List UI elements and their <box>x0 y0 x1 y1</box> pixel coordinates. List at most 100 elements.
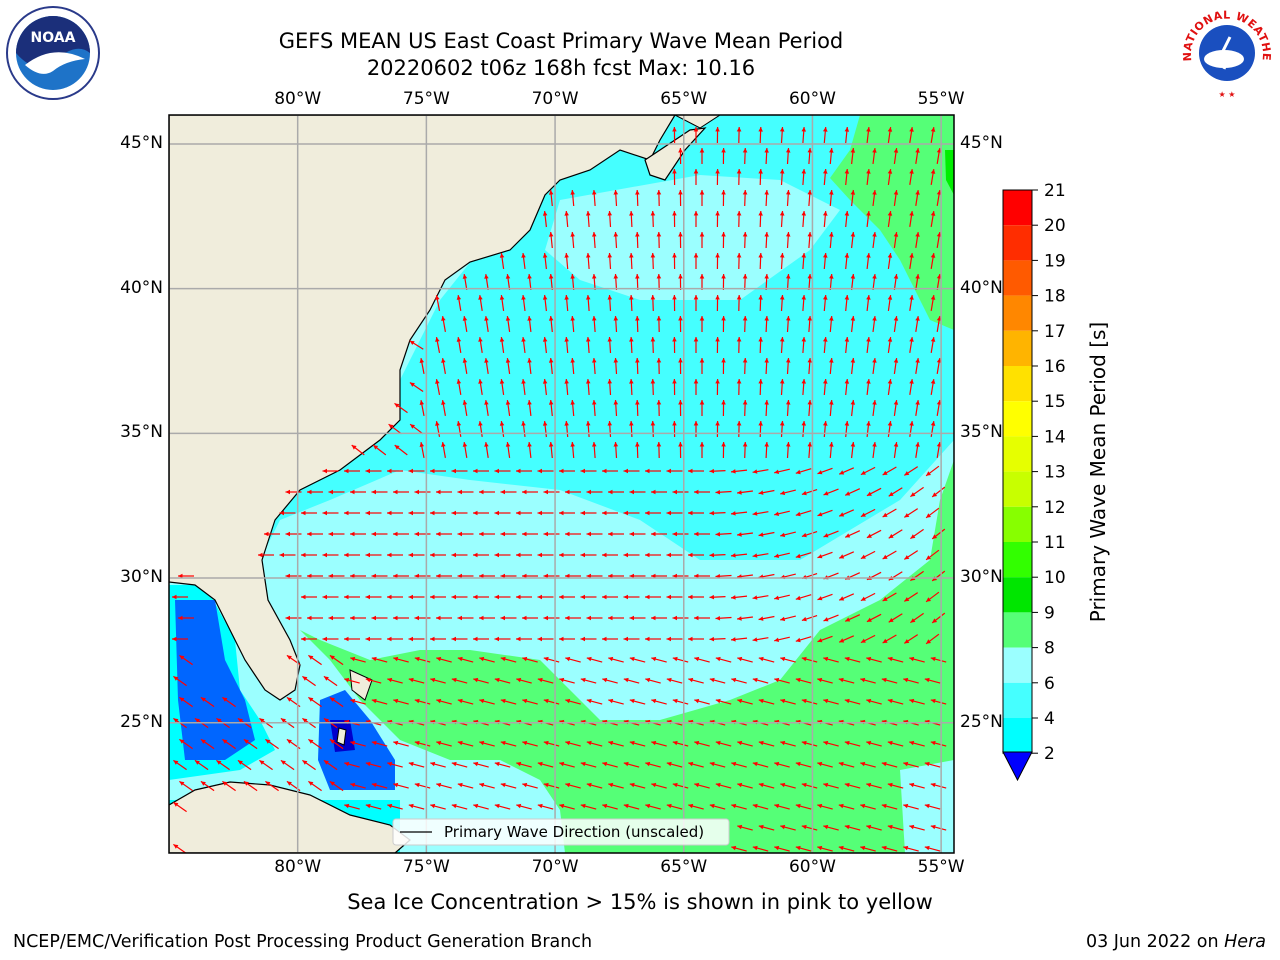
wave-arrow-head <box>699 442 705 447</box>
wave-arrow-head <box>731 637 736 642</box>
wave-arrow-head <box>537 552 542 558</box>
wave-arrow-head <box>500 782 506 788</box>
wave-arrow-head <box>371 782 377 788</box>
wave-arrow-head <box>764 358 769 363</box>
wave-arrow-head <box>565 698 571 704</box>
wave-arrow-head <box>308 739 314 744</box>
wave-arrow-head <box>887 337 893 342</box>
wave-arrow-head <box>586 698 592 704</box>
wave-arrow-head <box>216 760 222 765</box>
wave-arrow-head <box>910 492 916 497</box>
wave-arrow-head <box>845 617 851 622</box>
wave-arrow-head <box>737 740 743 746</box>
wave-arrow-head <box>758 211 763 216</box>
wave-arrow-head <box>651 656 657 662</box>
wave-arrow-head <box>387 761 393 767</box>
wave-arrow-head <box>608 531 613 537</box>
wave-arrow-head <box>850 274 856 279</box>
wave-arrow-head <box>580 761 586 767</box>
wave-arrow-head <box>645 803 651 809</box>
andros-island <box>336 727 347 746</box>
wave-arrow-head <box>779 127 785 132</box>
tick-label: 25°N <box>960 711 1003 732</box>
wave-arrow-head <box>542 211 548 216</box>
wave-arrow-head <box>844 211 850 216</box>
wave-arrow-head <box>780 698 786 704</box>
wave-arrow-head <box>635 190 640 195</box>
wave-arrow-head <box>264 531 269 537</box>
wave-arrow-head <box>537 677 543 683</box>
wave-arrow-head <box>494 677 500 683</box>
tick-label: 80°W <box>274 857 322 877</box>
wave-arrow-head <box>888 533 894 539</box>
wave-arrow-head <box>629 253 634 258</box>
wave-arrow-head <box>499 421 505 426</box>
wave-arrow-head <box>286 781 292 786</box>
wave-arrow-head <box>774 761 780 767</box>
wave-arrow-head <box>387 552 392 558</box>
colorbar-tick-label: 9 <box>1044 603 1055 623</box>
wave-arrow-head <box>872 316 877 321</box>
wave-arrow-head <box>286 739 292 744</box>
wave-arrow-head <box>860 554 866 559</box>
wave-arrow-head <box>414 656 420 662</box>
wave-arrow-head <box>887 379 893 384</box>
wave-arrow-head <box>801 337 806 342</box>
wave-arrow-head <box>688 677 694 683</box>
wave-arrow-head <box>645 594 650 600</box>
colorbar-cell <box>1003 225 1032 261</box>
wave-arrow-head <box>699 232 705 237</box>
wave-arrow-head <box>602 677 608 683</box>
wave-arrow-head <box>758 824 764 830</box>
wave-arrow-head <box>441 442 446 447</box>
wave-arrow-head <box>872 148 877 153</box>
wave-arrow-head <box>564 211 569 216</box>
wave-arrow-head <box>548 316 554 321</box>
wave-arrow-head <box>779 421 785 426</box>
wave-arrow-head <box>786 190 791 195</box>
wave-arrow-head <box>795 469 801 475</box>
noaa-logo: NOAA <box>5 5 101 101</box>
north-america-land <box>169 115 676 701</box>
wave-arrow-head <box>651 740 657 746</box>
tick-label: 45°N <box>960 132 1003 153</box>
map-legend: Primary Wave Direction (unscaled) <box>392 818 730 846</box>
wave-arrow-head <box>758 698 764 704</box>
wave-arrow-head <box>693 169 699 174</box>
ocean-field-9-10-se <box>300 460 954 853</box>
colorbar-tick-label: 6 <box>1044 674 1055 694</box>
wave-arrow-head <box>543 698 549 704</box>
wave-arrow-head <box>779 295 785 300</box>
wave-arrow-head <box>909 656 915 662</box>
wave-arrow-head <box>829 190 834 195</box>
wave-arrow-head <box>344 761 350 767</box>
wave-arrow-head <box>715 421 720 426</box>
wave-arrow-head <box>650 211 656 216</box>
wave-arrow-head <box>344 468 349 474</box>
wave-arrow-head <box>688 510 693 516</box>
wave-arrow-head <box>764 274 769 279</box>
wave-arrow-head <box>844 698 850 704</box>
wave-arrow-head <box>850 400 856 405</box>
wave-arrow-head <box>694 615 699 621</box>
wave-arrow-head <box>222 781 228 786</box>
wave-arrow-head <box>194 718 200 723</box>
wave-arrow-head <box>694 531 699 537</box>
colorbar-under-arrow <box>1002 751 1033 782</box>
wave-arrow-head <box>866 491 872 496</box>
footer-right: 03 Jun 2022 on Hera <box>1086 932 1266 952</box>
wave-arrow-head <box>850 232 856 237</box>
wave-arrow-head <box>516 761 522 767</box>
wave-arrow-head <box>259 718 265 723</box>
wave-arrow-head <box>737 490 742 495</box>
wave-arrow-head <box>672 698 678 704</box>
wave-arrow-head <box>179 697 185 702</box>
tick-label: 40°N <box>120 277 163 298</box>
wave-arrow-head <box>592 316 597 321</box>
wave-arrow-head <box>795 761 801 767</box>
wave-arrow-head <box>866 824 872 830</box>
wave-arrow-head <box>926 597 931 602</box>
wave-arrow-head <box>580 803 586 809</box>
wave-arrow-head <box>780 656 786 662</box>
wave-arrow-head <box>559 803 565 809</box>
